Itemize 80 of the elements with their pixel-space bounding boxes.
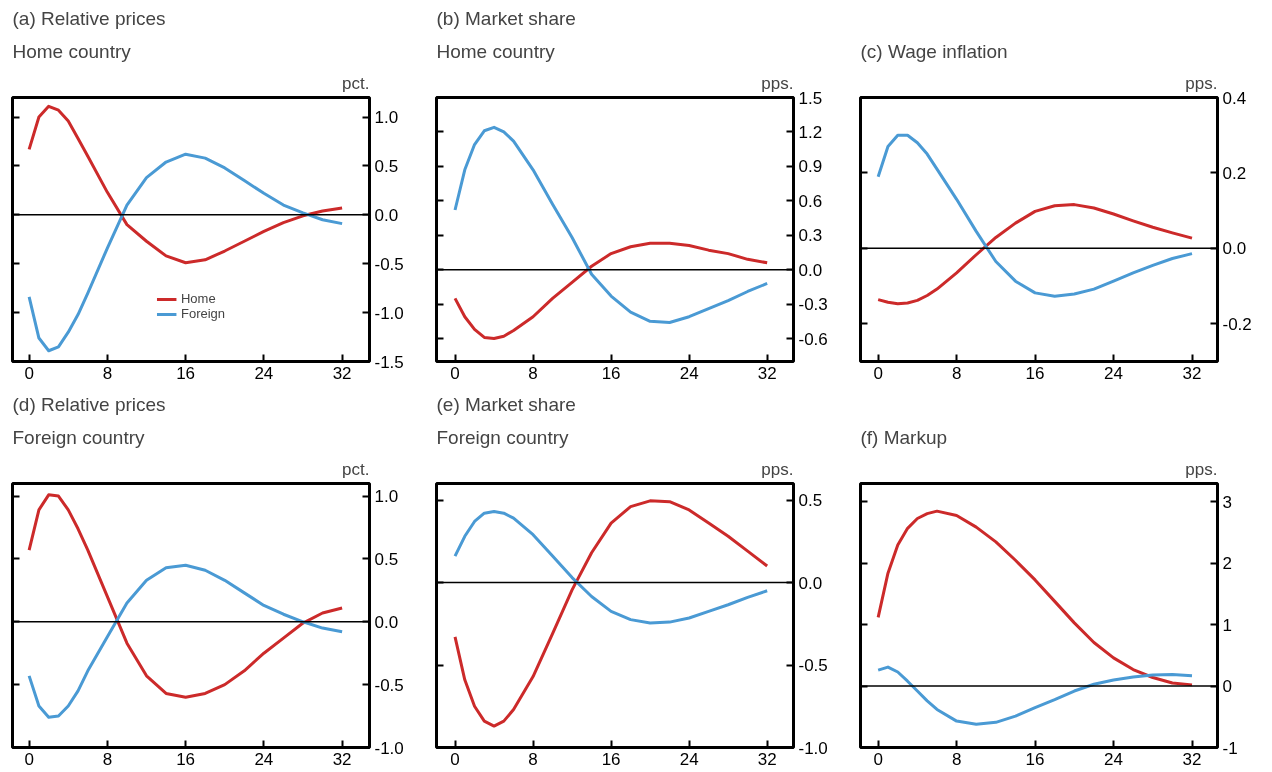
x-tick-label: 8 [951, 363, 962, 383]
chart-title: (a) Relative prices [12, 7, 166, 29]
y-axis-title: pps. [1185, 73, 1218, 93]
chart-title: (e) Market share [436, 393, 576, 415]
x-tick-label: 16 [1025, 363, 1045, 383]
x-tick-label: 24 [679, 363, 699, 383]
y-tick-label: 3 [1222, 492, 1232, 512]
y-tick-label: -1.5 [374, 352, 404, 372]
y-tick-label: -0.3 [798, 295, 828, 315]
y-tick-label: -1.0 [374, 738, 404, 758]
y-axis-title: pps. [761, 73, 794, 93]
x-tick-label: 0 [450, 749, 460, 769]
y-axis-title: pct. [342, 73, 370, 93]
chart-title: (c) Wage inflation [860, 40, 1008, 62]
x-tick-label: 32 [1182, 749, 1202, 769]
chart-subtitle: Foreign country [12, 426, 146, 448]
x-tick-label: 32 [1182, 363, 1202, 383]
y-tick-label: 0.3 [798, 226, 823, 246]
y-tick-label: 0.0 [798, 573, 823, 593]
y-tick-label: 0.0 [1222, 239, 1247, 259]
y-tick-label: 0.5 [374, 156, 399, 176]
y-tick-label: 0.5 [374, 549, 399, 569]
y-axis-title: pps. [1185, 459, 1218, 479]
chart-subtitle: Foreign country [436, 426, 570, 448]
x-tick-label: 16 [601, 749, 621, 769]
x-tick-label: 16 [176, 749, 196, 769]
y-tick-label: 0 [1222, 677, 1232, 697]
chart-subtitle: Home country [436, 40, 556, 62]
x-tick-label: 32 [332, 749, 352, 769]
y-tick-label: 1.5 [798, 88, 823, 108]
y-tick-label: 0.0 [374, 205, 399, 225]
x-tick-label: 8 [102, 363, 113, 383]
x-tick-label: 24 [254, 363, 274, 383]
y-tick-label: 0.5 [798, 491, 823, 510]
y-tick-label: 0.2 [1222, 163, 1247, 183]
x-tick-label: 8 [528, 363, 538, 383]
y-axis-title: pct. [342, 459, 370, 479]
chart-title: (b) Market share [436, 7, 576, 29]
x-tick-label: 0 [873, 363, 883, 383]
chart-subtitle: Home country [12, 40, 132, 62]
y-tick-label: -0.5 [374, 675, 404, 695]
y-tick-label: -1 [1222, 738, 1238, 758]
legend-label: Foreign [180, 306, 226, 321]
x-tick-label: 32 [757, 749, 777, 769]
y-tick-label: 0.4 [1222, 88, 1247, 108]
y-tick-label: 0.9 [798, 157, 823, 177]
y-tick-label: 0.6 [798, 191, 823, 211]
y-tick-label: -0.6 [798, 329, 828, 349]
y-tick-label: 1.0 [374, 108, 399, 128]
x-tick-label: 24 [254, 749, 274, 769]
x-tick-label: 16 [176, 363, 196, 383]
y-tick-label: -1.0 [798, 738, 828, 758]
x-tick-label: 0 [24, 363, 34, 383]
chart-title: (f) Markup [860, 426, 948, 448]
y-tick-label: 0.0 [374, 612, 399, 632]
y-tick-label: -0.5 [798, 656, 828, 675]
x-tick-label: 16 [1025, 749, 1045, 769]
x-tick-label: 8 [951, 749, 962, 769]
y-tick-label: 1.2 [798, 122, 823, 142]
y-tick-label: 0.0 [798, 260, 823, 280]
legend-label: Home [180, 291, 216, 306]
y-tick-label: -1.0 [374, 303, 404, 323]
x-tick-label: 24 [1104, 749, 1124, 769]
y-tick-label: -0.5 [374, 254, 404, 274]
y-tick-label: 1.0 [374, 487, 399, 507]
chart-title: (d) Relative prices [12, 393, 166, 415]
x-tick-label: 24 [1104, 363, 1124, 383]
y-tick-label: -0.2 [1222, 314, 1252, 334]
x-tick-label: 32 [757, 363, 777, 383]
x-tick-label: 24 [679, 749, 699, 769]
y-tick-label: 1 [1222, 615, 1232, 635]
x-tick-label: 16 [601, 363, 621, 383]
x-tick-label: 0 [873, 749, 883, 769]
y-axis-title: pps. [761, 459, 794, 479]
x-tick-label: 0 [450, 363, 460, 383]
y-tick-label: 2 [1222, 554, 1232, 574]
x-tick-label: 0 [24, 749, 34, 769]
x-tick-label: 8 [528, 749, 538, 769]
x-tick-label: 32 [332, 363, 352, 383]
x-tick-label: 8 [102, 749, 113, 769]
